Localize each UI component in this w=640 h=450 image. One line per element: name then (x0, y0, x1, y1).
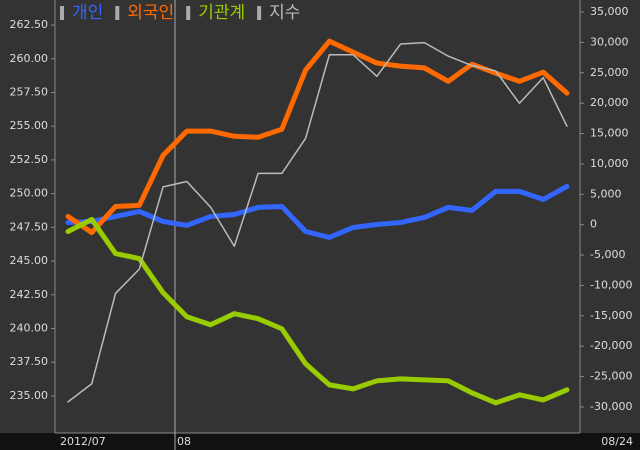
x-tick-label: 2012/07 (60, 435, 106, 448)
legend-marker (115, 6, 120, 20)
x-tick-label: 08 (177, 435, 191, 448)
legend-label: 개인 (72, 3, 103, 23)
series-line (67, 41, 568, 403)
y-tick-label: 240.00 (10, 321, 49, 334)
legend-label: 지수 (269, 3, 300, 23)
y-tick-label: 255.00 (10, 119, 49, 132)
y-tick-label: 260.00 (10, 52, 49, 65)
y-tick-label: 250.00 (10, 187, 49, 200)
y2-tick-label: 20,000 (590, 96, 629, 109)
y2-tick-label: 35,000 (590, 5, 629, 18)
y-tick-label: 262.50 (10, 18, 49, 31)
y2-tick-label: 0 (590, 218, 597, 231)
y2-tick-label: -30,000 (590, 400, 632, 413)
x-axis-band (0, 433, 640, 450)
legend: 개인 외국인 기관계 지수 (60, 3, 300, 23)
y-tick-label: 247.50 (10, 220, 49, 233)
y2-tick-label: 15,000 (590, 127, 629, 140)
y2-tick-label: 5,000 (590, 187, 622, 200)
y2-tick-label: -10,000 (590, 278, 632, 291)
y2-tick-label: -5,000 (590, 248, 625, 261)
legend-marker (257, 6, 262, 20)
legend-label: 기관계 (198, 3, 245, 23)
y-tick-label: 242.50 (10, 288, 49, 301)
x-tick-label: 08/24 (601, 435, 633, 448)
y2-tick-label: 30,000 (590, 35, 629, 48)
y2-tick-label: 10,000 (590, 157, 629, 170)
legend-marker (186, 6, 191, 20)
y2-tick-label: -20,000 (590, 339, 632, 352)
y-tick-label: 245.00 (10, 254, 49, 267)
y-tick-label: 237.50 (10, 355, 49, 368)
y-tick-label: 235.00 (10, 389, 49, 402)
y2-tick-label: 25,000 (590, 66, 629, 79)
legend-label: 외국인 (127, 3, 174, 23)
legend-marker (60, 6, 64, 20)
series-line (65, 183, 570, 240)
y2-tick-label: -25,000 (590, 370, 632, 383)
y2-tick-label: -15,000 (590, 309, 632, 322)
y-tick-label: 257.50 (10, 86, 49, 99)
y-tick-label: 252.50 (10, 153, 49, 166)
series-line (65, 216, 570, 406)
